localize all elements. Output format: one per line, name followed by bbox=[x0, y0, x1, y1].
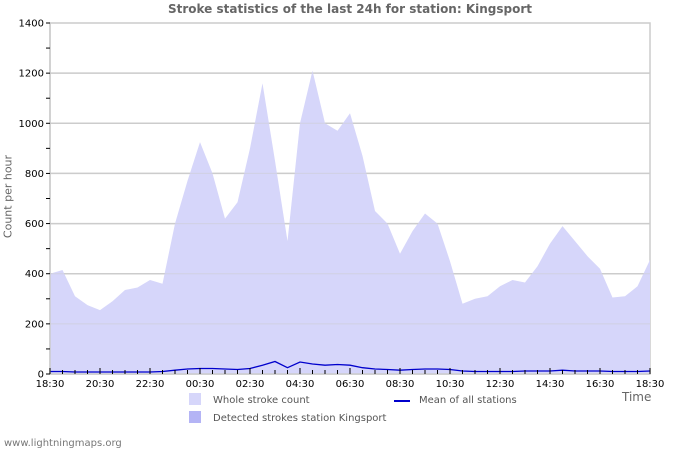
x-tick-label: 14:30 bbox=[536, 379, 565, 390]
legend-label-whole: Whole stroke count bbox=[213, 395, 310, 406]
y-tick-label: 1000 bbox=[19, 119, 44, 130]
legend-swatch-detected bbox=[189, 411, 201, 423]
x-tick-label: 16:30 bbox=[586, 379, 615, 390]
x-tick-label: 20:30 bbox=[86, 379, 115, 390]
legend-swatch-whole bbox=[189, 393, 201, 405]
x-tick-label: 12:30 bbox=[486, 379, 515, 390]
area-series bbox=[50, 70, 650, 374]
x-tick-label: 04:30 bbox=[286, 379, 315, 390]
x-tick-label: 00:30 bbox=[186, 379, 215, 390]
y-tick-label: 400 bbox=[25, 269, 44, 280]
x-axis-label: Time bbox=[622, 390, 652, 404]
y-tick-label: 800 bbox=[25, 169, 44, 180]
x-tick-label: 18:30 bbox=[636, 379, 665, 390]
y-tick-label: 200 bbox=[25, 319, 44, 330]
source-credit: www.lightningmaps.org bbox=[4, 438, 122, 449]
y-tick-label: 1400 bbox=[19, 19, 44, 30]
legend-label-mean: Mean of all stations bbox=[419, 395, 517, 406]
x-tick-label: 06:30 bbox=[336, 379, 365, 390]
legend-label-detected: Detected strokes station Kingsport bbox=[213, 413, 387, 424]
y-tick-label: 0 bbox=[38, 370, 44, 381]
x-tick-label: 10:30 bbox=[436, 379, 465, 390]
x-tick-label: 22:30 bbox=[136, 379, 165, 390]
x-tick-label: 02:30 bbox=[236, 379, 265, 390]
chart-title: Stroke statistics of the last 24h for st… bbox=[167, 2, 533, 16]
legend-line-mean bbox=[394, 400, 410, 402]
x-tick-label: 18:30 bbox=[36, 379, 65, 390]
y-tick-label: 1200 bbox=[19, 69, 44, 80]
y-tick-label: 600 bbox=[25, 219, 44, 230]
x-tick-label: 08:30 bbox=[386, 379, 415, 390]
